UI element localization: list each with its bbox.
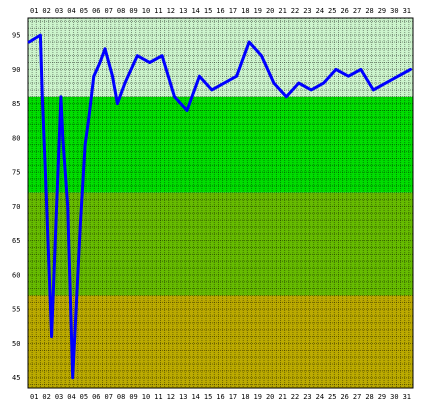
x-tick-label-top: 09	[129, 7, 137, 15]
y-tick-label: 45	[12, 374, 20, 382]
x-tick-label-bottom: 20	[266, 393, 274, 401]
series-line-1	[27, 33, 412, 380]
background-bands	[28, 18, 413, 388]
x-tick-label-bottom: 06	[92, 393, 100, 401]
x-tick-label-top: 23	[303, 7, 311, 15]
x-tick-label-bottom: 27	[353, 393, 361, 401]
x-tick-label-bottom: 12	[167, 393, 175, 401]
x-tick-label-top: 08	[117, 7, 125, 15]
x-tick-label-top: 25	[328, 7, 336, 15]
y-tick-label: 90	[12, 66, 20, 74]
x-tick-label-bottom: 28	[365, 393, 373, 401]
x-tick-label-bottom: 29	[378, 393, 386, 401]
x-tick-label-bottom: 31	[403, 393, 411, 401]
x-tick-label-bottom: 24	[316, 393, 324, 401]
plot-frame	[27, 17, 414, 389]
x-tick-label-bottom: 21	[278, 393, 286, 401]
x-tick-label-bottom: 10	[142, 393, 150, 401]
x-tick-label-top: 19	[254, 7, 262, 15]
band-2	[28, 96, 413, 193]
x-tick-label-bottom: 16	[216, 393, 224, 401]
x-tick-label-bottom: 01	[30, 393, 38, 401]
x-tick-label-top: 01	[30, 7, 38, 15]
x-tick-label-top: 11	[154, 7, 162, 15]
x-tick-label-top: 28	[365, 7, 373, 15]
x-tick-label-top: 26	[340, 7, 348, 15]
x-tick-label-top: 03	[55, 7, 63, 15]
y-tick-label: 95	[12, 32, 20, 40]
y-tick-label: 55	[12, 306, 20, 314]
x-tick-label-bottom: 19	[254, 393, 262, 401]
y-tick-label: 75	[12, 169, 20, 177]
x-tick-label-bottom: 04	[67, 393, 75, 401]
x-axis-bottom: 01 02 03 04 05 06 07 08 09 10 11 12 13 14 15 16 17 18 19 20…	[30, 393, 411, 401]
y-tick-label: 50	[12, 340, 20, 348]
x-tick-label-bottom: 15	[204, 393, 212, 401]
x-axis-top: 01 02 03 04 05 06 07 08 09 10 11 12 13 14 15 16 17 18 19 20…	[30, 7, 411, 15]
y-tick-label: 70	[12, 203, 20, 211]
x-tick-label-top: 20	[266, 7, 274, 15]
x-tick-label-top: 10	[142, 7, 150, 15]
x-tick-label-bottom: 09	[129, 393, 137, 401]
x-tick-label-bottom: 26	[340, 393, 348, 401]
x-tick-label-top: 29	[378, 7, 386, 15]
x-tick-label-top: 13	[179, 7, 187, 15]
series-layer	[27, 33, 412, 380]
x-tick-label-top: 21	[278, 7, 286, 15]
x-tick-label-top: 07	[105, 7, 113, 15]
x-tick-label-bottom: 02	[42, 393, 50, 401]
x-tick-label-bottom: 18	[241, 393, 249, 401]
x-tick-label-bottom: 25	[328, 393, 336, 401]
x-tick-label-bottom: 30	[390, 393, 398, 401]
x-tick-label-top: 30	[390, 7, 398, 15]
y-tick-label: 85	[12, 100, 20, 108]
x-tick-label-bottom: 14	[191, 393, 199, 401]
x-tick-label-top: 17	[229, 7, 237, 15]
x-tick-label-top: 16	[216, 7, 224, 15]
x-tick-label-top: 14	[191, 7, 199, 15]
x-tick-label-top: 15	[204, 7, 212, 15]
x-tick-label-top: 05	[80, 7, 88, 15]
x-tick-label-bottom: 23	[303, 393, 311, 401]
plot-border	[27, 17, 414, 389]
x-tick-label-top: 02	[42, 7, 50, 15]
x-tick-label-bottom: 17	[229, 393, 237, 401]
x-tick-label-bottom: 03	[55, 393, 63, 401]
x-tick-label-top: 27	[353, 7, 361, 15]
x-tick-label-bottom: 08	[117, 393, 125, 401]
y-tick-label: 60	[12, 271, 20, 279]
x-tick-label-top: 24	[316, 7, 324, 15]
x-tick-label-bottom: 05	[80, 393, 88, 401]
y-axis: 95 90 85 80 75 70 65 60 55 50 45	[12, 32, 20, 383]
y-tick-label: 65	[12, 237, 20, 245]
x-tick-label-bottom: 22	[291, 393, 299, 401]
band-3	[28, 192, 413, 296]
x-tick-label-top: 31	[403, 7, 411, 15]
x-tick-label-top: 06	[92, 7, 100, 15]
x-tick-label-top: 22	[291, 7, 299, 15]
x-tick-label-bottom: 11	[154, 393, 162, 401]
y-tick-label: 80	[12, 134, 20, 142]
x-tick-label-top: 04	[67, 7, 75, 15]
x-tick-label-bottom: 07	[105, 393, 113, 401]
band-4	[28, 295, 413, 388]
x-tick-label-bottom: 13	[179, 393, 187, 401]
x-tick-label-top: 12	[167, 7, 175, 15]
x-tick-label-top: 18	[241, 7, 249, 15]
